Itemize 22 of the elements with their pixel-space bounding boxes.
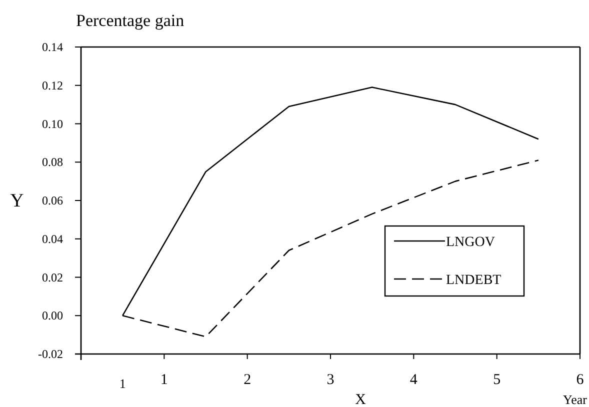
- x-tick-label: 3: [326, 372, 334, 388]
- y-tick-label: 0.02: [42, 270, 63, 284]
- y-tick-label: -0.02: [38, 347, 63, 361]
- legend-label: LNGOV: [446, 235, 495, 250]
- x-axis-title: X: [355, 392, 366, 407]
- y-axis-title: Y: [10, 190, 24, 212]
- x-tick-label: 1: [160, 372, 168, 388]
- x-tick-label: 2: [244, 372, 252, 388]
- y-tick-label: 0.00: [42, 308, 63, 323]
- y-tick-label: 0.08: [42, 155, 63, 170]
- legend-label: LNDEBT: [446, 273, 502, 288]
- y-tick-label: 0.12: [42, 78, 63, 92]
- y-tick-label: 0.04: [42, 232, 63, 246]
- y-tick-label: 0.10: [42, 116, 63, 131]
- x-tick-label: 4: [410, 372, 418, 388]
- x-tick-label: 6: [576, 372, 584, 388]
- x-tick-label: 5: [493, 372, 501, 388]
- x-tick-label: 1: [119, 376, 126, 391]
- text: Year: [563, 392, 588, 407]
- chart-title: Percentage gain: [76, 11, 185, 30]
- y-tick-label: 0.06: [42, 194, 63, 208]
- y-tick-label: 0.14: [42, 40, 63, 54]
